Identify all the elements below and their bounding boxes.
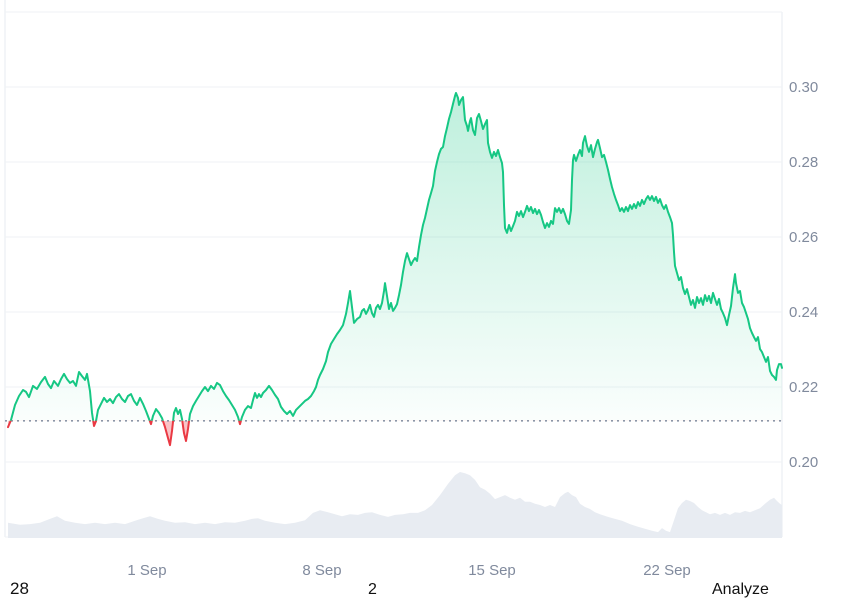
x-axis-tick-label: 1 Sep: [127, 562, 166, 579]
price-area-up: [10, 93, 782, 421]
bottom-center-text: 2: [368, 581, 377, 598]
analyze-button[interactable]: Analyze: [712, 581, 769, 598]
y-axis-tick-label: 0.20: [789, 454, 818, 471]
x-axis-tick-label: 15 Sep: [468, 562, 516, 579]
volume-area: [8, 472, 782, 538]
y-axis-tick-label: 0.24: [789, 304, 818, 321]
y-axis-tick-label: 0.26: [789, 229, 818, 246]
x-axis-tick-label: 8 Sep: [302, 562, 341, 579]
y-axis-tick-label: 0.30: [789, 79, 818, 96]
y-axis-tick-label: 0.22: [789, 379, 818, 396]
x-axis-tick-label: 22 Sep: [643, 562, 691, 579]
y-axis-tick-label: 0.28: [789, 154, 818, 171]
price-line-up: [9, 92, 783, 421]
bottom-left-text: 28: [10, 579, 29, 598]
